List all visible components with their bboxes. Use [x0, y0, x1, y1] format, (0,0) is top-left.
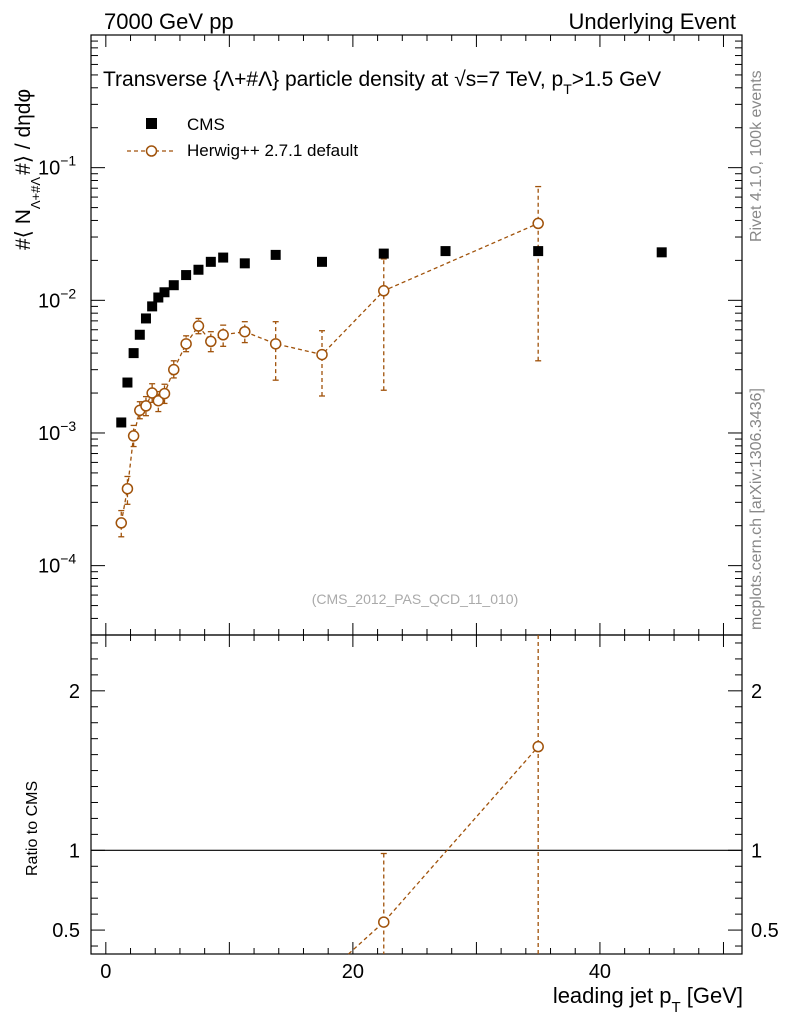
herwig-point	[158, 387, 171, 400]
cms-point	[159, 287, 170, 298]
main-ticks: 10−4 10−3 10−2 10−1	[38, 34, 742, 636]
ratio-y-tick-label-right: 1	[751, 840, 762, 862]
cms-point	[533, 246, 544, 257]
cms-point	[193, 264, 204, 275]
cms-point	[440, 246, 451, 257]
ratio-line	[348, 746, 539, 955]
ratio-point	[532, 740, 544, 753]
ratio-frame	[90, 634, 743, 955]
cms-point	[239, 258, 250, 269]
rivet-label: Rivet 4.1.0, 100k events	[748, 70, 765, 242]
y-axis-label: #⟨ NΛ+#Λ#⟩ / dηdφ	[12, 89, 43, 250]
y-tick-label: 10−2	[38, 285, 76, 312]
ratio-y-label: Ratio to CMS	[24, 781, 41, 876]
cms-point	[168, 280, 179, 291]
herwig-point	[140, 400, 152, 412]
herwig-point	[192, 320, 205, 332]
x-axis-label: leading jet pT [GeV]	[553, 983, 743, 1016]
herwig-point	[217, 329, 229, 341]
legend-herwig-label: Herwig++ 2.7.1 default	[187, 141, 358, 160]
x-tick-label: 0	[100, 961, 111, 983]
main-panel: 10−4 10−3 10−2 10−1 Transverse {Λ+#Λ} parti…	[12, 34, 743, 636]
y-tick-label: 10−1	[38, 153, 76, 180]
ratio-y-tick-label-right: 2	[751, 681, 762, 703]
herwig-point	[127, 430, 140, 442]
header-left: 7000 GeV pp	[104, 9, 234, 34]
legend-herwig-marker	[145, 145, 158, 157]
cms-point	[153, 292, 164, 303]
ratio-panel: 0 20 40 0.5 0.5 1 1 2 2 Ratio to CMS leading jet…	[24, 634, 779, 1016]
herwig-point	[152, 394, 165, 407]
herwig-point	[239, 325, 251, 338]
herwig-point	[205, 335, 217, 348]
herwig-point	[115, 517, 128, 529]
cms-point	[317, 256, 327, 267]
x-tick-label: 40	[589, 961, 611, 983]
chart-title: Transverse {Λ+#Λ} particle density at √s…	[103, 68, 661, 97]
cms-point	[205, 256, 216, 267]
herwig-point	[269, 338, 282, 350]
cms-point	[116, 417, 127, 428]
herwig-point	[532, 217, 544, 230]
cms-point	[656, 247, 667, 258]
cms-point	[140, 313, 151, 324]
mcplots-label: mcplots.cern.ch [arXiv:1306.3436]	[748, 388, 765, 630]
ratio-series	[348, 635, 544, 955]
ratio-y-tick-label-right: 0.5	[751, 920, 779, 942]
herwig-point	[316, 348, 328, 361]
herwig-point	[378, 285, 390, 297]
ratio-point	[378, 916, 390, 928]
herwig-series	[115, 185, 544, 538]
cms-point	[122, 377, 133, 388]
cms-point	[147, 301, 158, 312]
y-tick-label: 10−4	[38, 551, 76, 578]
herwig-point	[146, 387, 158, 399]
herwig-point	[180, 338, 192, 350]
cms-point	[378, 248, 389, 259]
legend-cms-marker	[146, 118, 157, 129]
cms-point	[134, 329, 145, 340]
legend: CMS Herwig++ 2.7.1 default	[127, 115, 358, 160]
herwig-point	[168, 363, 180, 376]
cms-series	[116, 246, 667, 428]
header-right: Underlying Event	[568, 9, 736, 34]
legend-cms-label: CMS	[187, 115, 225, 134]
cms-point	[270, 249, 281, 260]
cms-point	[218, 252, 229, 263]
ratio-y-tick-label: 1	[69, 840, 80, 862]
watermark: (CMS_2012_PAS_QCD_11_010)	[312, 591, 519, 607]
herwig-point	[121, 482, 134, 495]
herwig-line	[120, 222, 539, 524]
cms-point	[181, 270, 192, 281]
y-tick-label: 10−3	[38, 418, 76, 445]
ratio-ticks: 0 20 40 0.5 0.5 1 1 2 2	[52, 635, 779, 983]
x-tick-label: 20	[342, 961, 364, 983]
ratio-y-tick-label: 2	[69, 681, 80, 703]
cms-point	[128, 348, 139, 359]
ratio-y-tick-label: 0.5	[52, 920, 80, 942]
